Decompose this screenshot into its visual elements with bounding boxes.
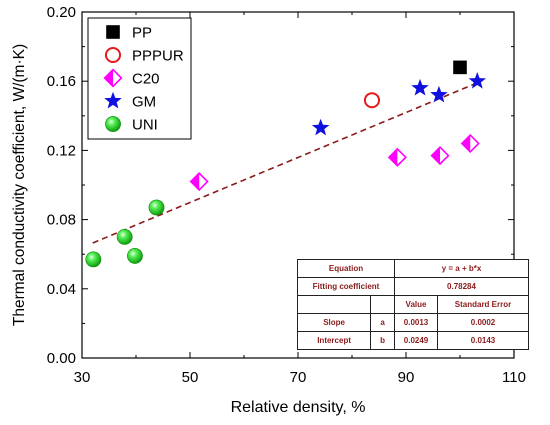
equation-value: y = a + b*x [394,259,529,278]
y-axis-label: Thermal conductivity coefficient, W/(m·K… [11,44,28,326]
legend-marker [104,46,122,64]
legend-label: UNI [132,117,158,134]
slope-name: Slope [296,313,372,332]
intercept-value: 0.0249 [394,331,438,350]
x-tick-label: 50 [182,369,199,386]
data-point [453,60,467,75]
legend-marker [103,68,123,88]
slope-value: 0.0013 [394,313,438,332]
data-point [116,228,133,245]
x-tick-label: 30 [74,369,91,386]
y-tick-label: 0.12 [47,142,76,159]
data-point [411,78,429,96]
value-header: Value [394,295,438,314]
empty-cell [370,295,395,314]
legend-marker [105,116,121,132]
data-point [430,146,450,166]
y-tick-label: 0.20 [47,4,76,21]
y-tick-label: 0.16 [47,73,76,90]
fit-parameters-table: Equation y = a + b*x Fitting coefficient… [296,259,529,350]
data-point [387,147,407,167]
equation-label: Equation [297,259,395,278]
data-point [460,133,480,154]
data-point [468,72,487,89]
fitting-coefficient-value: 0.78284 [394,277,529,296]
data-point [430,85,448,103]
x-axis-label: Relative density, % [231,399,366,416]
intercept-param: b [370,331,395,350]
table-row: Slope a 0.0013 0.0002 [296,313,529,332]
x-tick-label: 90 [398,369,415,386]
x-tick-label: 110 [502,369,526,386]
error-header: Standard Error [437,295,529,314]
slope-param: a [370,313,395,332]
x-tick-label: 70 [290,369,307,386]
table-row: Equation y = a + b*x [297,259,529,278]
intercept-error: 0.0143 [437,331,529,350]
data-point [127,248,143,264]
legend-label: C20 [132,71,160,88]
data-point [148,199,165,216]
legend-marker [106,25,120,39]
data-point [189,172,209,192]
y-tick-label: 0.00 [47,350,76,367]
legend-label: PP [132,25,152,42]
y-tick-label: 0.08 [47,212,76,229]
legend-marker [104,91,122,109]
slope-error: 0.0002 [437,313,529,332]
empty-cell [296,295,372,314]
y-tick-label: 0.04 [47,281,76,298]
intercept-name: Intercept [296,331,372,350]
table-row: Value Standard Error [296,295,529,314]
legend-label: GM [132,94,156,111]
table-row: Fitting coefficient 0.78284 [297,277,529,296]
data-point [311,118,330,136]
fitting-coefficient-label: Fitting coefficient [297,277,395,296]
data-point [363,92,381,109]
data-point [85,251,102,268]
table-row: Intercept b 0.0249 0.0143 [296,331,529,350]
legend-label: PPPUR [132,48,184,65]
